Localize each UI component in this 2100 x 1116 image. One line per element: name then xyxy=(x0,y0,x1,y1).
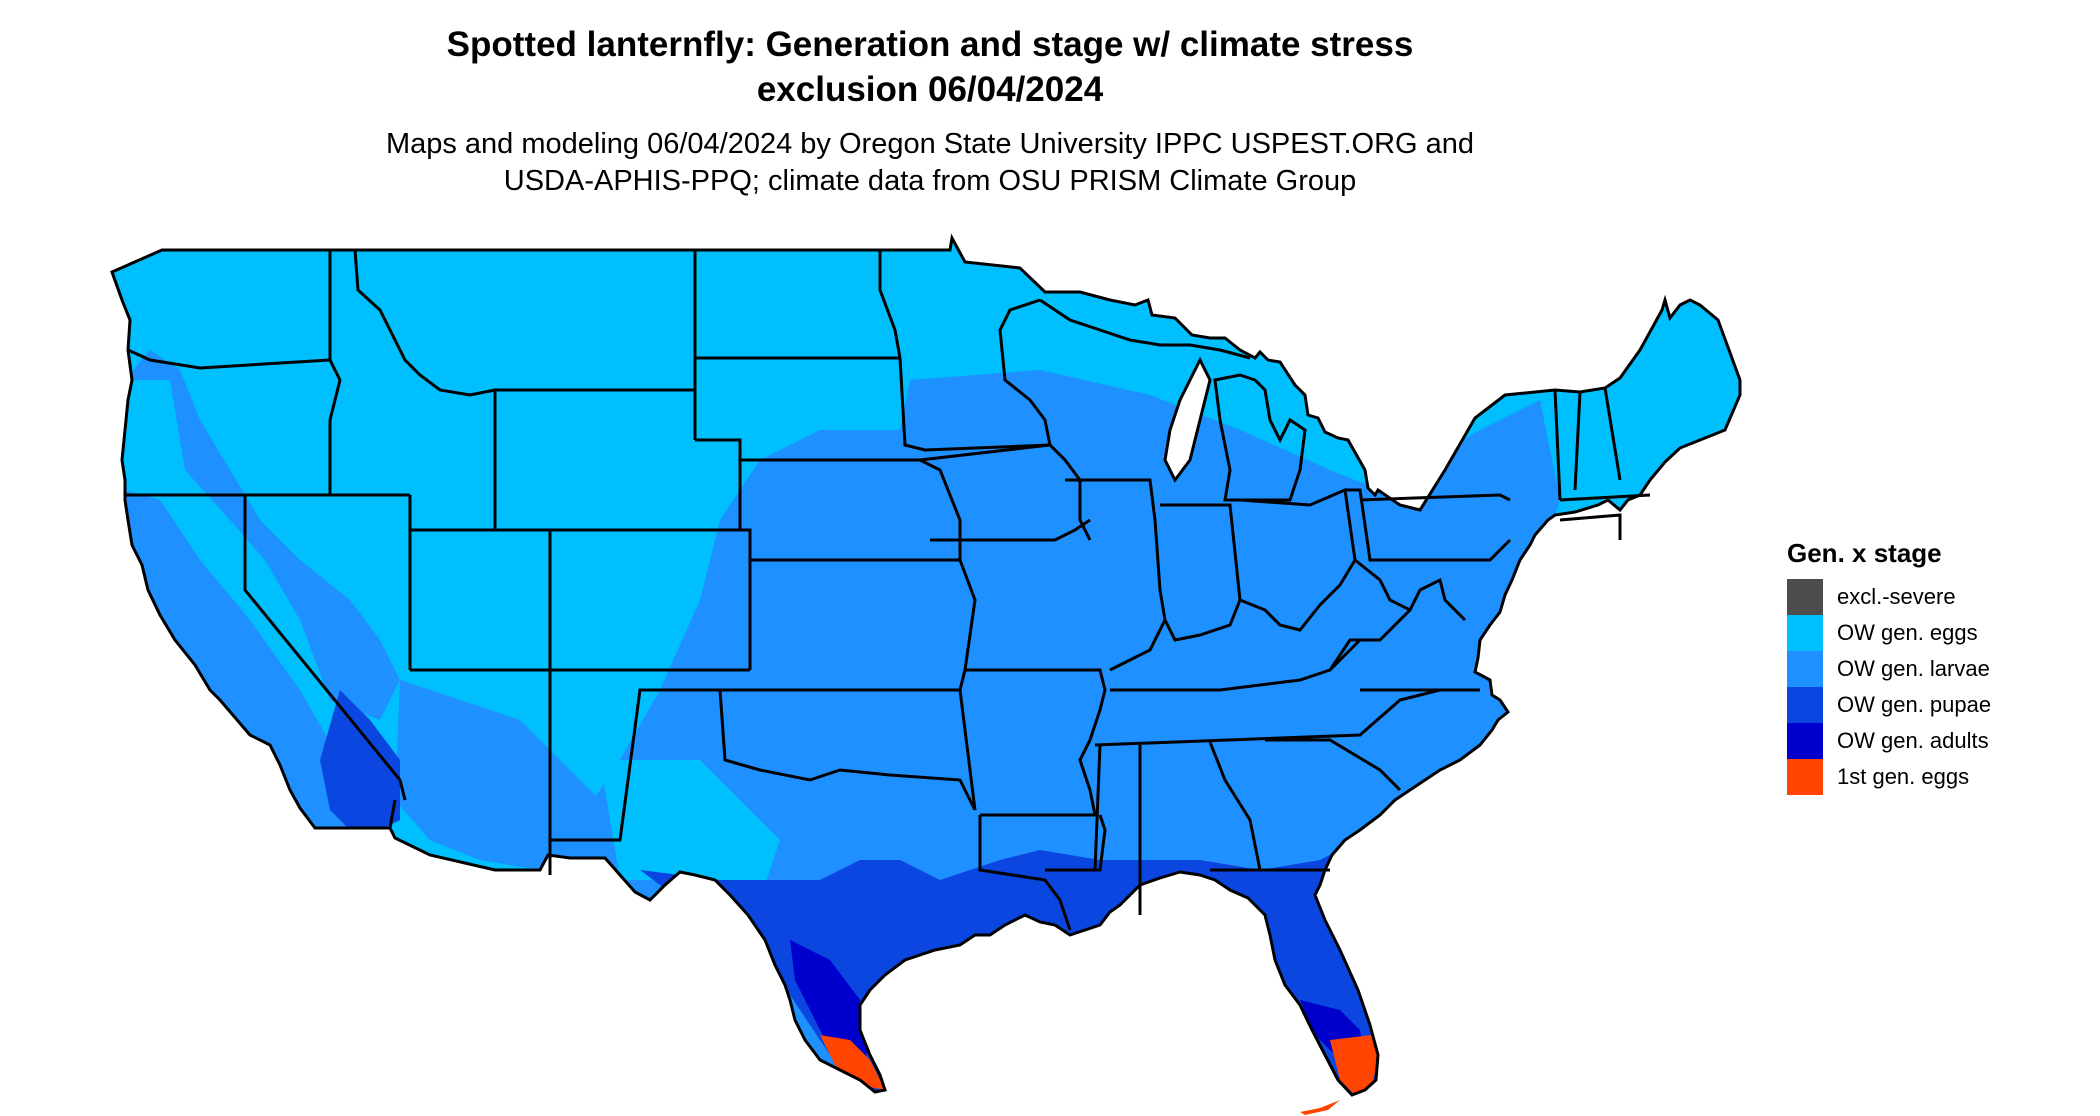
map-title-line1: Spotted lanternfly: Generation and stage… xyxy=(446,25,1414,64)
first-gen-eggs-region-florida xyxy=(1330,1035,1378,1095)
map-title: Spotted lanternfly: Generation and stage… xyxy=(0,22,1860,112)
legend-swatch xyxy=(1787,759,1823,795)
legend-title: Gen. x stage xyxy=(1787,538,1942,568)
legend-label: OW gen. adults xyxy=(1837,728,1989,753)
larvae-region-west xyxy=(125,350,400,720)
first-gen-eggs-region-keys xyxy=(1300,1100,1340,1115)
legend-item-ow-gen-adults: OW gen. adults xyxy=(1787,723,1991,759)
eggs-region-newmexico-mtns xyxy=(600,760,780,900)
larvae-region-southwest xyxy=(395,680,620,870)
legend-label: excl.-severe xyxy=(1837,584,1956,609)
legend-label: OW gen. larvae xyxy=(1837,656,1990,681)
legend: Gen. x stage excl.-severe OW gen. eggs O… xyxy=(1787,538,1991,795)
legend-label: OW gen. eggs xyxy=(1837,620,1978,645)
pupae-region-desert xyxy=(320,690,400,840)
legend-item-ow-gen-larvae: OW gen. larvae xyxy=(1787,651,1991,687)
legend-item-1st-gen-eggs: 1st gen. eggs xyxy=(1787,759,1991,795)
legend-item-excl-severe: excl.-severe xyxy=(1787,579,1991,615)
map-subtitle: Maps and modeling 06/04/2024 by Oregon S… xyxy=(0,126,1860,200)
legend-label: OW gen. pupae xyxy=(1837,692,1992,717)
first-gen-eggs-region-texas xyxy=(820,1035,885,1090)
legend-swatch xyxy=(1787,615,1823,651)
larvae-region-california xyxy=(125,490,380,840)
legend-label: 1st gen. eggs xyxy=(1837,764,1970,789)
legend-swatch xyxy=(1787,687,1823,723)
legend-swatch xyxy=(1787,723,1823,759)
legend-swatch xyxy=(1787,651,1823,687)
state-borders xyxy=(110,233,1742,1097)
map-title-line2: exclusion 06/04/2024 xyxy=(756,70,1104,109)
legend-item-ow-gen-pupae: OW gen. pupae xyxy=(1787,687,1991,723)
legend-swatch xyxy=(1787,579,1823,615)
legend-item-ow-gen-eggs: OW gen. eggs xyxy=(1787,615,1991,651)
map-subtitle-line1: Maps and modeling 06/04/2024 by Oregon S… xyxy=(385,128,1475,160)
map-subtitle-line2: USDA-APHIS-PPQ; climate data from OSU PR… xyxy=(503,165,1357,197)
